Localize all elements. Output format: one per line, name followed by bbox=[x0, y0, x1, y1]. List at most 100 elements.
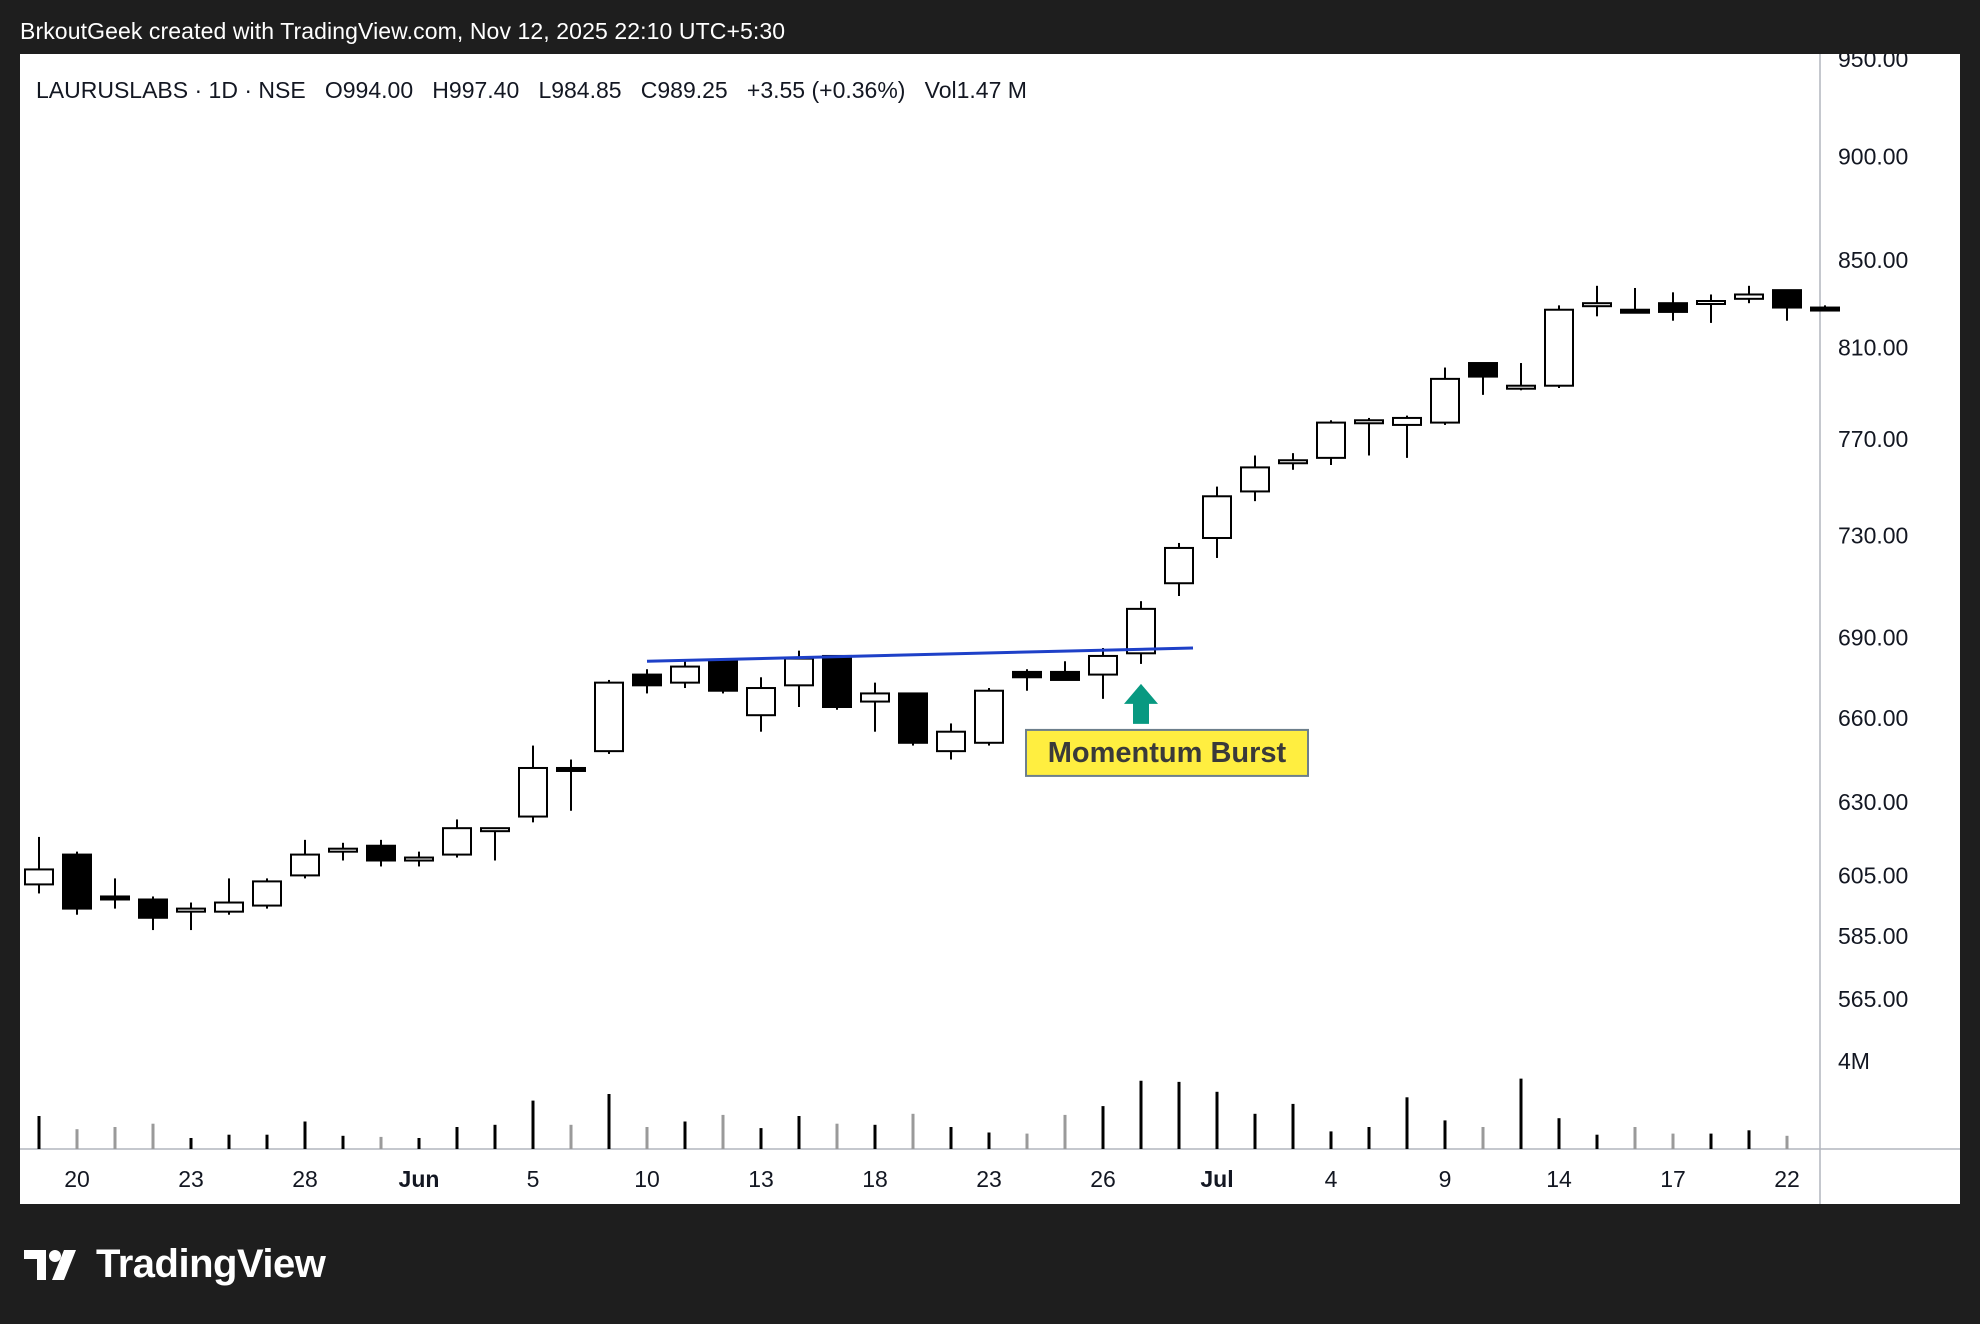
price-tick-label: 950.00 bbox=[1838, 54, 1908, 72]
candle-body bbox=[670, 665, 700, 684]
high-value: H997.40 bbox=[432, 77, 520, 103]
time-tick-label: 22 bbox=[1774, 1166, 1800, 1192]
candle-body bbox=[1392, 416, 1422, 426]
candle[interactable] bbox=[1012, 669, 1042, 691]
candle-body bbox=[442, 827, 472, 856]
candle[interactable] bbox=[1468, 362, 1498, 395]
candle[interactable] bbox=[100, 878, 130, 909]
candle-body bbox=[1810, 306, 1840, 312]
candle-body bbox=[62, 853, 92, 910]
low-value: L984.85 bbox=[538, 77, 622, 103]
candle-body bbox=[1430, 377, 1460, 424]
candle[interactable] bbox=[24, 836, 54, 894]
candle[interactable] bbox=[632, 669, 662, 694]
candle[interactable] bbox=[1240, 455, 1270, 502]
candle-body bbox=[290, 853, 320, 877]
candle-body bbox=[1468, 362, 1498, 378]
candle-body bbox=[1164, 546, 1194, 585]
time-tick-label: 20 bbox=[64, 1166, 90, 1192]
time-tick-label: 5 bbox=[527, 1166, 540, 1192]
candle[interactable] bbox=[1164, 542, 1194, 597]
candle[interactable] bbox=[708, 658, 738, 694]
candle-body bbox=[1050, 670, 1080, 681]
candle-body bbox=[708, 660, 738, 692]
candle[interactable] bbox=[1430, 367, 1460, 425]
candle-body bbox=[822, 654, 852, 709]
candle[interactable] bbox=[822, 654, 852, 710]
candle[interactable] bbox=[594, 679, 624, 754]
price-tick-label: 900.00 bbox=[1838, 144, 1908, 170]
candle[interactable] bbox=[1506, 363, 1536, 391]
candle[interactable] bbox=[404, 851, 434, 867]
candle[interactable] bbox=[1810, 305, 1840, 312]
annotation-label: Momentum Burst bbox=[1048, 737, 1287, 769]
candle[interactable] bbox=[974, 688, 1004, 746]
symbol-info-bar: LAURUSLABS · 1D · NSE O994.00 H997.40 L9… bbox=[36, 77, 1027, 104]
candle-body bbox=[1126, 607, 1156, 655]
chart-attribution: BrkoutGeek created with TradingView.com,… bbox=[20, 18, 786, 44]
price-tick-label: 770.00 bbox=[1838, 426, 1908, 452]
candle-body bbox=[1278, 459, 1308, 465]
candle[interactable] bbox=[252, 878, 282, 909]
candle[interactable] bbox=[1734, 285, 1764, 304]
candle-body bbox=[1658, 302, 1688, 313]
candle-body bbox=[1088, 654, 1118, 676]
candle[interactable] bbox=[1278, 453, 1308, 470]
time-tick-label: 28 bbox=[292, 1166, 318, 1192]
candlestick-chart[interactable]: Momentum Burst 950.00 900.00 850.00 810.00 7… bbox=[20, 54, 1960, 1204]
candle-body bbox=[632, 673, 662, 687]
candle[interactable] bbox=[1316, 420, 1346, 466]
candle-body bbox=[24, 868, 54, 886]
time-tick-label: 23 bbox=[178, 1166, 204, 1192]
candle[interactable] bbox=[1126, 601, 1156, 664]
candle[interactable] bbox=[480, 827, 510, 861]
time-tick-label: 18 bbox=[862, 1166, 888, 1192]
candle[interactable] bbox=[1772, 289, 1802, 321]
candle[interactable] bbox=[1050, 661, 1080, 681]
candle[interactable] bbox=[1202, 486, 1232, 558]
brand-name: TradingView bbox=[96, 1242, 326, 1286]
candle[interactable] bbox=[1658, 292, 1688, 321]
candle[interactable] bbox=[860, 682, 890, 732]
candle[interactable] bbox=[1582, 285, 1612, 317]
candle[interactable] bbox=[176, 902, 206, 931]
price-tick-label: 850.00 bbox=[1838, 247, 1908, 273]
candle[interactable] bbox=[936, 723, 966, 760]
resistance-trendline[interactable] bbox=[646, 646, 1194, 663]
time-tick-label: 10 bbox=[634, 1166, 660, 1192]
candle-body bbox=[328, 847, 358, 853]
price-tick-label: 810.00 bbox=[1838, 334, 1908, 360]
candle[interactable] bbox=[1354, 417, 1384, 456]
candle[interactable] bbox=[442, 819, 472, 858]
annotation-box[interactable] bbox=[1025, 728, 1309, 777]
chart-panel: Momentum Burst 950.00 900.00 850.00 810.00 7… bbox=[20, 54, 1960, 1204]
candle[interactable] bbox=[898, 692, 928, 746]
candle-body bbox=[860, 692, 890, 703]
candle[interactable] bbox=[518, 745, 548, 823]
candle-body bbox=[518, 766, 548, 818]
price-tick-label: 730.00 bbox=[1838, 523, 1908, 549]
candle[interactable] bbox=[1088, 648, 1118, 699]
candle[interactable] bbox=[1392, 415, 1422, 458]
price-tick-label: 565.00 bbox=[1838, 986, 1908, 1012]
candle[interactable] bbox=[138, 896, 168, 931]
candle-body bbox=[898, 692, 928, 744]
price-tick-label: 585.00 bbox=[1838, 923, 1908, 949]
price-tick-label: 605.00 bbox=[1838, 862, 1908, 888]
candle[interactable] bbox=[328, 842, 358, 861]
candle[interactable] bbox=[214, 878, 244, 915]
candle[interactable] bbox=[366, 839, 396, 867]
candle[interactable] bbox=[1544, 305, 1574, 388]
candle[interactable] bbox=[784, 650, 814, 708]
candle[interactable] bbox=[1696, 294, 1726, 323]
candle[interactable] bbox=[556, 759, 586, 811]
candle[interactable] bbox=[290, 839, 320, 879]
candle-body bbox=[214, 901, 244, 913]
candle[interactable] bbox=[670, 661, 700, 689]
candle[interactable] bbox=[1620, 287, 1650, 314]
candle[interactable] bbox=[62, 851, 92, 915]
candle-body bbox=[1012, 670, 1042, 679]
candle[interactable] bbox=[746, 677, 776, 732]
candle-body bbox=[1734, 293, 1764, 300]
time-tick-label: Jul bbox=[1200, 1166, 1233, 1192]
